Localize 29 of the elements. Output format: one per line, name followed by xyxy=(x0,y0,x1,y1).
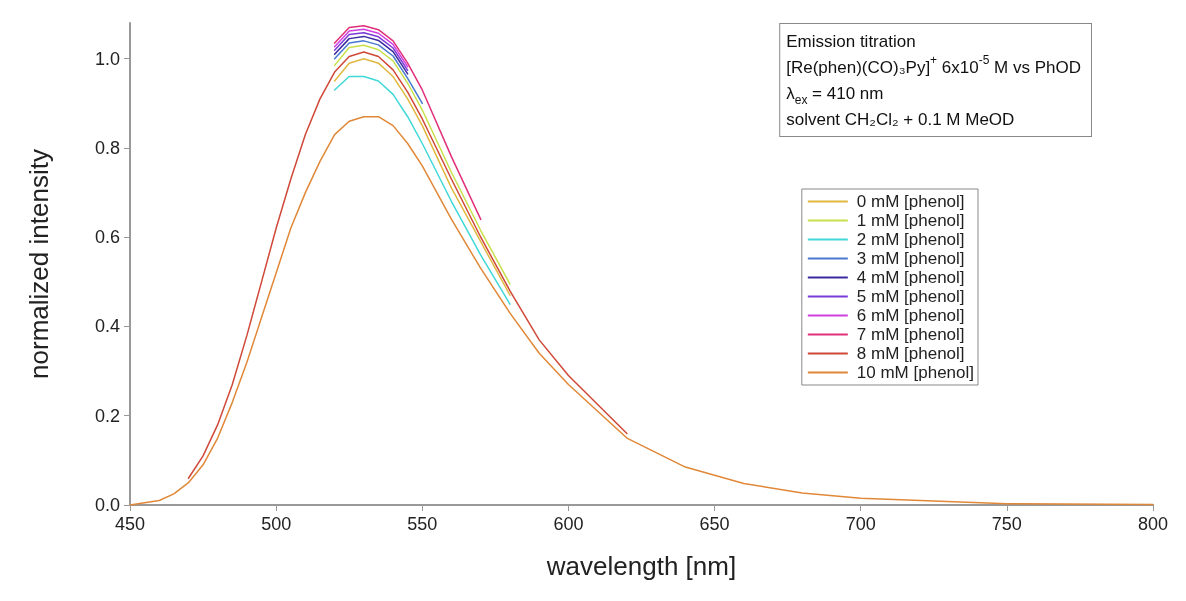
legend-label: 1 mM [phenol] xyxy=(856,211,965,230)
y-tick-label: 0.4 xyxy=(94,316,120,337)
legend-label: 4 mM [phenol] xyxy=(856,268,965,287)
legend-label: 2 mM [phenol] xyxy=(856,230,965,249)
legend-label: 8 mM [phenol] xyxy=(856,344,965,363)
line-series xyxy=(333,40,424,105)
legend-label: 0 mM [phenol] xyxy=(856,192,965,211)
x-tick-label: 700 xyxy=(845,514,876,534)
legend-label: 10 mM [phenol] xyxy=(856,363,975,382)
x-tick-label: 550 xyxy=(407,514,438,534)
legend-label: 6 mM [phenol] xyxy=(856,306,965,325)
y-tick-label: 0.6 xyxy=(94,227,120,248)
x-tick-label: 800 xyxy=(1137,514,1169,534)
x-axis-title: wavelength [nm] xyxy=(545,551,737,581)
legend-label: 5 mM [phenol] xyxy=(856,287,965,306)
y-tick-label: 0.8 xyxy=(94,137,120,158)
legend-label: 3 mM [phenol] xyxy=(856,249,965,268)
x-tick-label: 450 xyxy=(114,514,146,534)
line-series xyxy=(187,51,628,479)
x-tick-label: 500 xyxy=(261,514,292,534)
y-tick-label: 1.0 xyxy=(94,48,120,69)
x-tick-label: 750 xyxy=(991,514,1022,534)
y-tick-label: 0.0 xyxy=(94,495,120,515)
line-series xyxy=(333,24,482,221)
y-tick-label: 0.2 xyxy=(94,405,120,426)
x-tick-label: 650 xyxy=(699,514,730,534)
x-tick-label: 600 xyxy=(553,514,584,534)
legend-label: 7 mM [phenol] xyxy=(856,325,965,344)
y-axis-title: normalized intensity xyxy=(24,149,54,379)
